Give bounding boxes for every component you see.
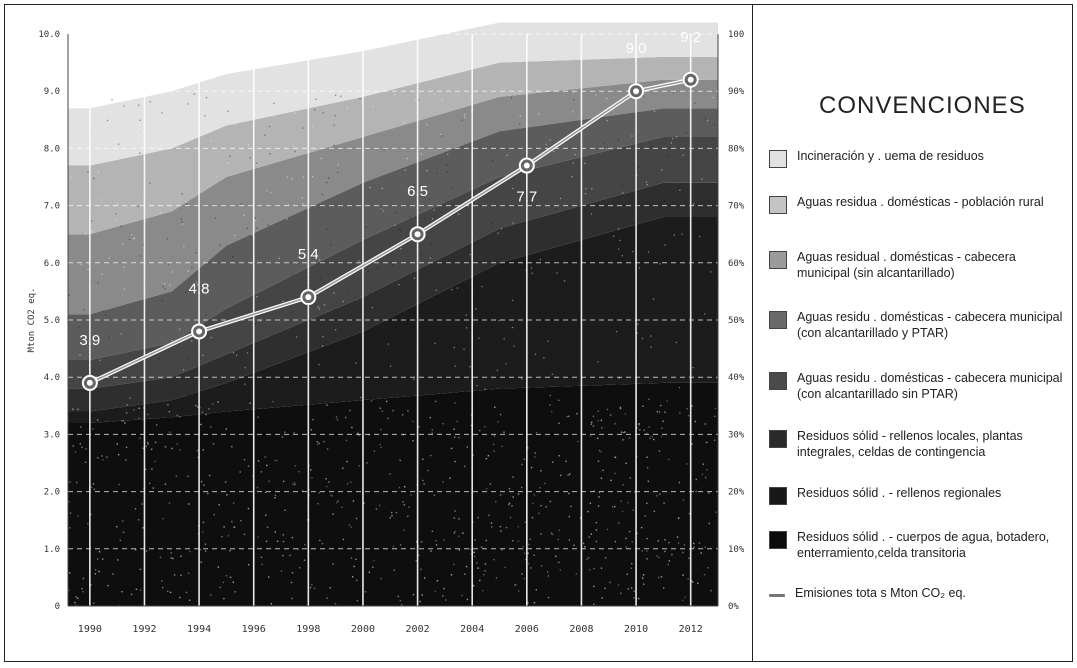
- legend-item-1: Incineración y . uema de residuos: [769, 148, 1069, 168]
- data-point-center-2006: [523, 162, 530, 169]
- y-tick-label-left: 4.0: [44, 373, 60, 383]
- x-tick-label-2000: 2000: [351, 624, 375, 635]
- stacked-areas: [68, 22, 719, 607]
- y-tick-label-left: 3.0: [44, 430, 60, 440]
- legend-label: Incineración y . uema de residuos: [797, 149, 984, 163]
- x-tick-label-2008: 2008: [569, 624, 593, 635]
- legend-swatch: [769, 430, 787, 448]
- y-tick-label-left: 8.0: [44, 144, 60, 154]
- data-label-1994: 4.8: [189, 280, 210, 297]
- x-tick-label-2012: 2012: [679, 624, 703, 635]
- area-series-7: [68, 56, 718, 235]
- y-tick-label-right: 10%: [728, 545, 745, 555]
- legend-item-4: Aguas residu . domésticas - cabecera mun…: [769, 309, 1069, 341]
- x-tick-label-1994: 1994: [187, 624, 211, 635]
- y-tick-label-right: 40%: [728, 373, 745, 383]
- legend-label: Residuos sólid - rellenos locales, plant…: [797, 429, 1023, 459]
- legend-label: Aguas residu . domésticas - cabecera mun…: [797, 371, 1063, 401]
- legend-label: Residuos sólid . - rellenos regionales: [797, 486, 1002, 500]
- data-point-center-1998: [305, 294, 312, 301]
- x-tick-label-1992: 1992: [132, 624, 156, 635]
- x-tick-label-1990: 1990: [78, 624, 102, 635]
- legend-label: Emisiones tota s Mton CO₂ eq.: [795, 586, 966, 600]
- x-tick-label-2002: 2002: [406, 624, 430, 635]
- y-tick-label-left: 5.0: [44, 316, 60, 326]
- area-series-6: [68, 79, 718, 315]
- legend-line-symbol: [769, 594, 785, 597]
- grid-lines: [68, 33, 718, 607]
- legend-swatch: [769, 196, 787, 214]
- data-label-2006: 7.7: [516, 189, 537, 206]
- legend-swatch: [769, 531, 787, 549]
- y-tick-label-right: 50%: [728, 316, 745, 326]
- area-series-5: [68, 108, 718, 361]
- x-tick-label-2010: 2010: [624, 624, 648, 635]
- data-point-center-2012: [687, 76, 694, 83]
- legend-label: Residuos sólid . - cuerpos de agua, bota…: [797, 530, 1050, 560]
- texture-specks: [68, 91, 719, 607]
- y-tick-label-right: 60%: [728, 259, 745, 269]
- y-tick-label-left: 0: [55, 602, 60, 612]
- x-tick-label-2006: 2006: [515, 624, 539, 635]
- x-tick-label-2004: 2004: [460, 624, 484, 635]
- y-tick-label-left: 10.0: [38, 30, 60, 40]
- y-tick-label-left: 7.0: [44, 202, 60, 212]
- y-tick-label-left: 2.0: [44, 488, 60, 498]
- x-tick-label-1996: 1996: [242, 624, 266, 635]
- y-tick-label-right: 70%: [728, 202, 745, 212]
- legend-item-7: Residuos sólid . - rellenos regionales: [769, 485, 1069, 505]
- data-label-1990: 3.9: [79, 332, 100, 349]
- legend-swatch: [769, 150, 787, 168]
- legend-item-6: Residuos sólid - rellenos locales, plant…: [769, 428, 1069, 460]
- y-tick-label-left: 1.0: [44, 545, 60, 555]
- data-label-2012: 9.2: [680, 29, 701, 46]
- data-label-1998: 5.4: [298, 246, 319, 263]
- y-tick-label-left: 6.0: [44, 259, 60, 269]
- legend-item-8: Residuos sólid . - cuerpos de agua, bota…: [769, 529, 1069, 561]
- area-series-3: [68, 182, 718, 412]
- legend-title: CONVENCIONES: [819, 92, 1026, 119]
- y-tick-label-right: 30%: [728, 430, 745, 440]
- legend-item-2: Aguas residua . domésticas - población r…: [769, 194, 1069, 214]
- legend-swatch: [769, 311, 787, 329]
- legend-item-5: Aguas residu . domésticas - cabecera mun…: [769, 370, 1069, 402]
- axes: 10.0 9.0 8.0 7.0 6.0 5.0 4.0 3.0 2.0 1.0 0 100 90% 80…: [27, 30, 745, 635]
- legend-swatch: [769, 251, 787, 269]
- y-tick-label-right: 0%: [728, 602, 739, 612]
- emissions-chart: 10.0 9.0 8.0 7.0 6.0 5.0 4.0 3.0 2.0 1.0 0 100 90% 80…: [27, 22, 745, 635]
- data-label-2010: 9.0: [626, 40, 647, 57]
- legend-swatch: [769, 487, 787, 505]
- legend-label: Aguas residu . domésticas - cabecera mun…: [797, 310, 1063, 340]
- y-axis-title: Mton CO2 eq.: [27, 287, 37, 352]
- legend-panel: CONVENCIONES Incineración y . uema de re…: [752, 4, 1073, 662]
- area-series-8: [68, 22, 718, 166]
- y-tick-label-right: 100: [728, 30, 744, 40]
- data-point-center-2010: [633, 88, 640, 95]
- y-tick-label-right: 20%: [728, 488, 745, 498]
- legend-label: Aguas residual . domésticas - cabecera m…: [797, 250, 1016, 280]
- legend-item-3: Aguas residual . domésticas - cabecera m…: [769, 249, 1069, 281]
- figure-frame: [4, 4, 1073, 662]
- x-tick-label-1998: 1998: [296, 624, 320, 635]
- legend-label: Aguas residua . domésticas - población r…: [797, 195, 1044, 209]
- y-tick-label-right: 90%: [728, 87, 745, 97]
- legend-swatch: [769, 372, 787, 390]
- data-point-center-2002: [414, 231, 421, 238]
- y-tick-label-left: 9.0: [44, 87, 60, 97]
- data-point-center-1994: [196, 328, 203, 335]
- y-tick-label-right: 80%: [728, 144, 745, 154]
- data-point-center-1990: [86, 379, 93, 386]
- data-label-2002: 6.5: [407, 183, 428, 200]
- total-emissions-line-layer: 3.9 4.8 5.4 6.5 7.7 9.0 9.2: [79, 29, 701, 391]
- legend-item-9: Emisiones tota s Mton CO₂ eq.: [769, 585, 1069, 601]
